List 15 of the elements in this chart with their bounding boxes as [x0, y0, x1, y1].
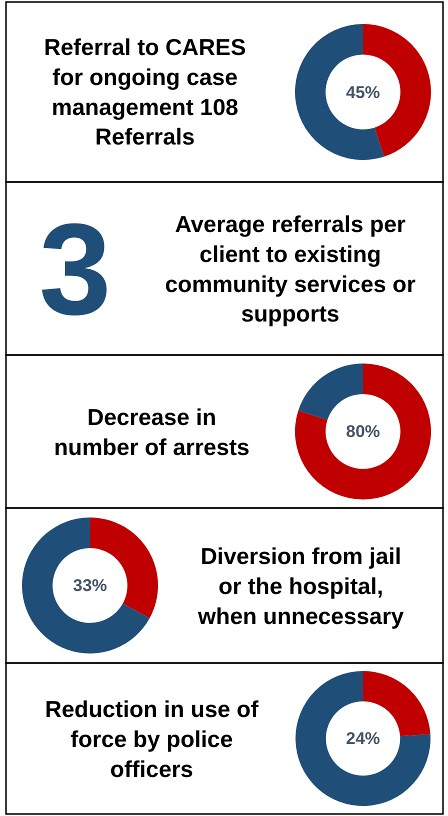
- donut-slice: [22, 518, 150, 654]
- text: 33%: [73, 576, 108, 595]
- text: Diversion from jail or the hospital, when unnecessary: [197, 543, 404, 629]
- text: Referral to CARES for ongoing case management 108 Referrals: [44, 34, 246, 150]
- text: 45%: [346, 83, 380, 102]
- text: 24%: [346, 729, 380, 748]
- donut-slice: [295, 364, 431, 500]
- donut-slice: [295, 24, 384, 160]
- text: 80%: [346, 422, 380, 441]
- donut-slice: [296, 671, 430, 806]
- text: Decrease in number of arrests: [54, 404, 250, 460]
- text: 3: [39, 196, 112, 342]
- text: Average referrals per client to existing community services or supports: [165, 211, 416, 327]
- text: Reduction in use of force by police officers: [45, 696, 259, 782]
- donut-slice: [298, 364, 363, 420]
